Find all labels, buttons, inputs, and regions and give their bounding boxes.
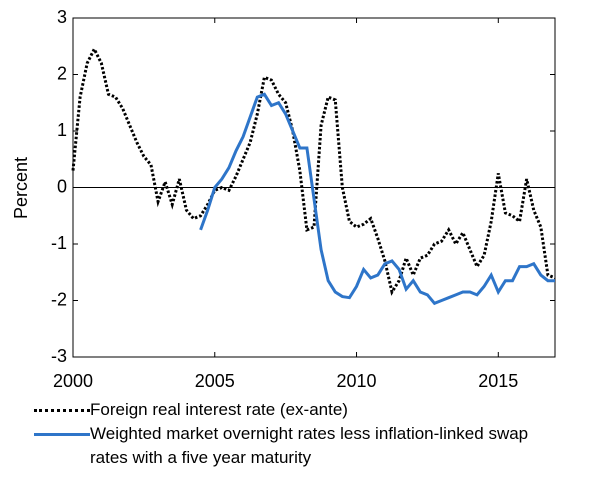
legend-label: Weighted market overnight rates less inf…	[90, 424, 529, 467]
legend-swatch	[30, 398, 90, 422]
y-tick-label: 1	[57, 120, 67, 140]
chart: Percent -3 -2 -1 0 1 2 3 2000 2005 2010 2015	[11, 7, 556, 391]
legend-line	[34, 409, 90, 412]
series-line	[199, 92, 555, 306]
y-axis-label: Percent	[11, 157, 31, 219]
legend-label: Foreign real interest rate (ex-ante)	[90, 400, 348, 419]
x-tick-label: 2015	[478, 371, 518, 391]
legend: Foreign real interest rate (ex-ante) Weig…	[30, 398, 560, 470]
x-tick-label: 2005	[195, 371, 235, 391]
y-tick-label: 0	[57, 176, 67, 196]
x-tick-label: 2000	[53, 371, 93, 391]
legend-entry: Weighted market overnight rates less inf…	[30, 422, 560, 470]
y-tick-label: -1	[51, 233, 67, 253]
legend-line	[34, 433, 90, 436]
y-tick-label: 2	[57, 63, 67, 83]
y-tick-label: 3	[57, 7, 67, 27]
legend-entry: Foreign real interest rate (ex-ante)	[30, 398, 560, 422]
plot-frame	[72, 17, 556, 358]
legend-swatch	[30, 422, 90, 446]
y-tick-label: -3	[51, 346, 67, 366]
series-line	[71, 45, 556, 296]
y-tick-label: -2	[51, 289, 67, 309]
x-tick-label: 2010	[337, 371, 377, 391]
